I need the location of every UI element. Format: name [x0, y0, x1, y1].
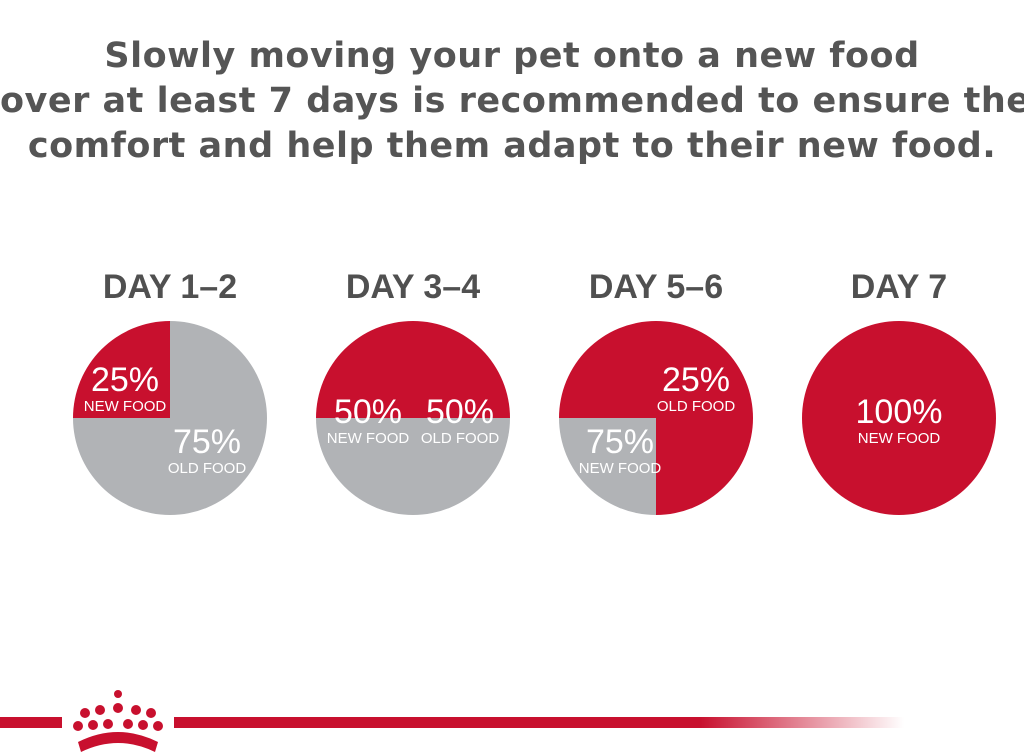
old-food-caption: OLD FOOD	[421, 430, 500, 447]
pie-slice-new-food	[73, 321, 170, 418]
headline: Slowly moving your pet onto a new food o…	[0, 34, 1024, 169]
brand-stripe-right	[174, 717, 904, 728]
headline-line-2: over at least 7 days is recommended to e…	[0, 81, 1024, 121]
new-food-caption: NEW FOOD	[579, 460, 662, 477]
old-food-value-label: 50%	[426, 393, 494, 431]
new-food-caption: NEW FOOD	[327, 430, 410, 447]
pie-slice-new-food	[316, 321, 510, 418]
old-food-caption: OLD FOOD	[657, 398, 736, 415]
pie-slice-old-food	[316, 418, 510, 515]
day-label: DAY 7	[851, 268, 947, 306]
old-food-value-label: 25%	[662, 361, 730, 399]
pie-slice-new-food	[559, 321, 753, 515]
brand-stripe-left	[0, 717, 62, 728]
day-label: DAY 5–6	[589, 268, 723, 306]
headline-line-3: comfort and help them adapt to their new…	[27, 126, 997, 166]
old-food-caption: OLD FOOD	[168, 460, 247, 477]
new-food-value-label: 75%	[586, 423, 654, 461]
day-label: DAY 3–4	[346, 268, 480, 306]
new-food-value-label: 100%	[856, 393, 943, 431]
new-food-caption: NEW FOOD	[84, 398, 167, 415]
pie-slice-old-food	[559, 418, 656, 515]
pie-slice-new-food	[802, 321, 996, 515]
crown-icon	[73, 690, 163, 752]
day-label: DAY 1–2	[103, 268, 237, 306]
new-food-value-label: 25%	[91, 361, 159, 399]
brand-footer	[0, 690, 904, 752]
pie-chart-day-4: DAY 7 100%NEW FOOD	[802, 268, 996, 515]
pie-chart-day-1: DAY 1–2 25%NEW FOOD 75%OLD FOOD	[73, 268, 267, 515]
new-food-caption: NEW FOOD	[858, 430, 941, 447]
old-food-value-label: 75%	[173, 423, 241, 461]
pie-chart-day-3: DAY 5–6 75%NEW FOOD 25%OLD FOOD	[559, 268, 753, 515]
headline-line-1: Slowly moving your pet onto a new food	[104, 36, 920, 76]
new-food-value-label: 50%	[334, 393, 402, 431]
